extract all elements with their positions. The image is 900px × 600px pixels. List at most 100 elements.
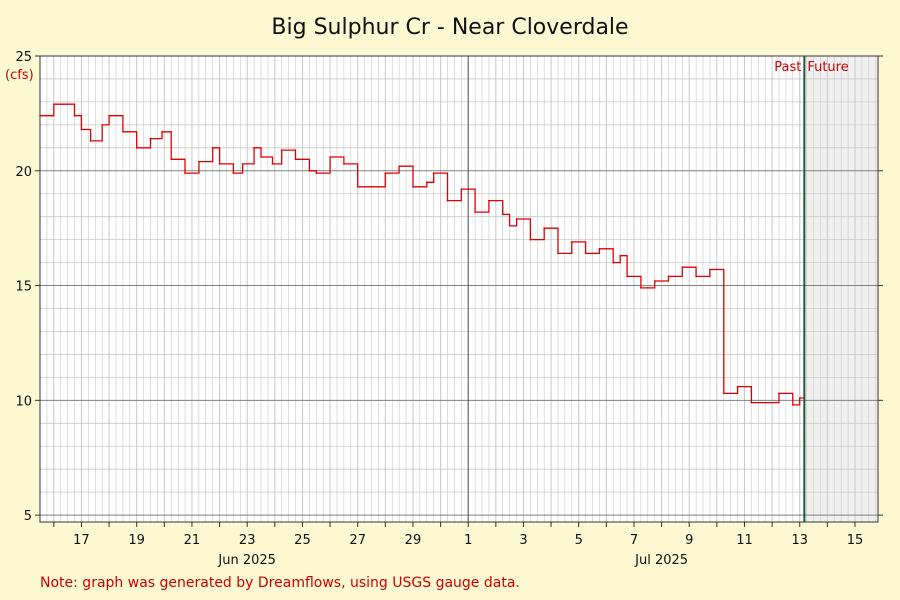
x-tick-label: 21 bbox=[184, 533, 201, 548]
footnote: Note: graph was generated by Dreamflows,… bbox=[40, 575, 520, 591]
flow-data-point bbox=[722, 392, 725, 395]
flow-data-point bbox=[709, 268, 711, 271]
x-tick-label: 7 bbox=[630, 533, 638, 548]
axes bbox=[35, 55, 883, 527]
flow-data-point bbox=[73, 114, 76, 117]
flow-data-point bbox=[308, 169, 311, 172]
flow-data-point bbox=[630, 275, 633, 278]
flow-data-point bbox=[280, 149, 283, 151]
flow-data-point bbox=[218, 163, 221, 165]
x-tick-label: 19 bbox=[128, 533, 145, 548]
x-tick-label: 13 bbox=[791, 533, 808, 548]
x-tick-label: 11 bbox=[736, 533, 753, 548]
flow-data-point bbox=[488, 199, 490, 202]
flow-data-point bbox=[612, 261, 615, 264]
flow-data-point bbox=[115, 114, 117, 117]
flow-data-point bbox=[474, 211, 476, 213]
flow-data-point bbox=[260, 156, 262, 158]
x-tick-label: 23 bbox=[239, 533, 256, 548]
flow-data-point bbox=[412, 186, 414, 188]
flow-series-line bbox=[40, 103, 805, 417]
flow-data-point bbox=[149, 137, 152, 140]
flow-data-point bbox=[681, 266, 684, 268]
y-tick-label: 5 bbox=[24, 509, 32, 524]
grid bbox=[39, 55, 878, 522]
flow-data-point bbox=[101, 124, 103, 126]
flow-data-point bbox=[198, 160, 200, 163]
series-layer bbox=[39, 103, 806, 418]
flow-data-point bbox=[271, 163, 274, 165]
flow-data-point bbox=[253, 147, 255, 149]
flow-data-point bbox=[370, 186, 373, 188]
flow-data-point bbox=[384, 172, 387, 174]
x-tick-label: 17 bbox=[73, 533, 90, 548]
flow-data-point bbox=[792, 404, 794, 406]
flow-data-point bbox=[591, 252, 594, 255]
flow-data-point bbox=[184, 172, 186, 174]
x-month-label: Jul 2025 bbox=[634, 553, 688, 568]
flow-data-point bbox=[62, 103, 64, 106]
flow-data-point bbox=[646, 287, 649, 289]
flow-data-point bbox=[241, 163, 244, 165]
flow-data-point bbox=[778, 392, 780, 395]
flow-data-point bbox=[356, 186, 359, 188]
flow-data-point bbox=[343, 163, 345, 165]
x-tick-label: 1 bbox=[464, 533, 472, 548]
flow-data-point bbox=[750, 401, 753, 404]
flow-data-point bbox=[667, 275, 670, 278]
flow-data-point bbox=[329, 156, 331, 158]
flow-data-point bbox=[695, 275, 697, 278]
flow-data-point bbox=[170, 158, 173, 161]
flow-data-point bbox=[232, 172, 235, 174]
flow-data-point bbox=[89, 140, 92, 142]
flow-data-point bbox=[501, 213, 504, 216]
flow-data-point bbox=[626, 275, 628, 278]
flow-data-point bbox=[515, 218, 518, 220]
x-tick-label: 5 bbox=[575, 533, 583, 548]
y-axis-unit-label: (cfs) bbox=[5, 68, 34, 83]
flow-data-point bbox=[80, 128, 83, 131]
flow-data-point bbox=[798, 397, 801, 399]
flow-data-point bbox=[653, 280, 656, 282]
flow-data-point bbox=[508, 225, 511, 227]
flow-data-point bbox=[598, 248, 601, 250]
x-tick-label: 25 bbox=[294, 533, 311, 548]
flow-data-point bbox=[446, 199, 449, 202]
plot-background bbox=[40, 56, 878, 522]
flow-data-point bbox=[557, 252, 559, 255]
y-tick-label: 10 bbox=[15, 394, 32, 409]
future-region bbox=[40, 56, 878, 522]
x-tick-label: 3 bbox=[519, 533, 527, 548]
flow-data-point bbox=[571, 241, 573, 243]
flow-data-point bbox=[640, 287, 642, 289]
flow-data-point bbox=[122, 130, 124, 133]
future-label: Future bbox=[807, 60, 848, 75]
flow-data-point bbox=[161, 130, 163, 133]
flow-data-point bbox=[39, 114, 41, 117]
flow-data-point bbox=[543, 227, 545, 229]
flow-data-point bbox=[529, 238, 532, 241]
flow-data-point bbox=[764, 401, 766, 404]
flow-data-point bbox=[425, 181, 428, 184]
flow-data-point bbox=[108, 114, 110, 117]
flow-data-point bbox=[584, 252, 587, 255]
flow-data-point bbox=[53, 103, 55, 106]
x-month-label: Jun 2025 bbox=[217, 553, 276, 568]
y-tick-label: 25 bbox=[15, 50, 32, 65]
flow-data-point bbox=[432, 172, 435, 174]
flow-data-point bbox=[50, 114, 53, 117]
flow-data-point bbox=[460, 188, 463, 190]
x-tick-label: 9 bbox=[685, 533, 693, 548]
flow-data-point bbox=[619, 254, 621, 257]
flow-data-point bbox=[294, 158, 297, 161]
x-tick-label: 27 bbox=[349, 533, 366, 548]
flow-data-point bbox=[398, 165, 400, 167]
flow-data-point bbox=[736, 385, 739, 388]
x-tick-label: 29 bbox=[405, 533, 422, 548]
y-tick-label: 15 bbox=[15, 280, 32, 295]
chart-title: Big Sulphur Cr - Near Cloverdale bbox=[271, 15, 628, 40]
now-marker: Past Future bbox=[774, 56, 849, 522]
